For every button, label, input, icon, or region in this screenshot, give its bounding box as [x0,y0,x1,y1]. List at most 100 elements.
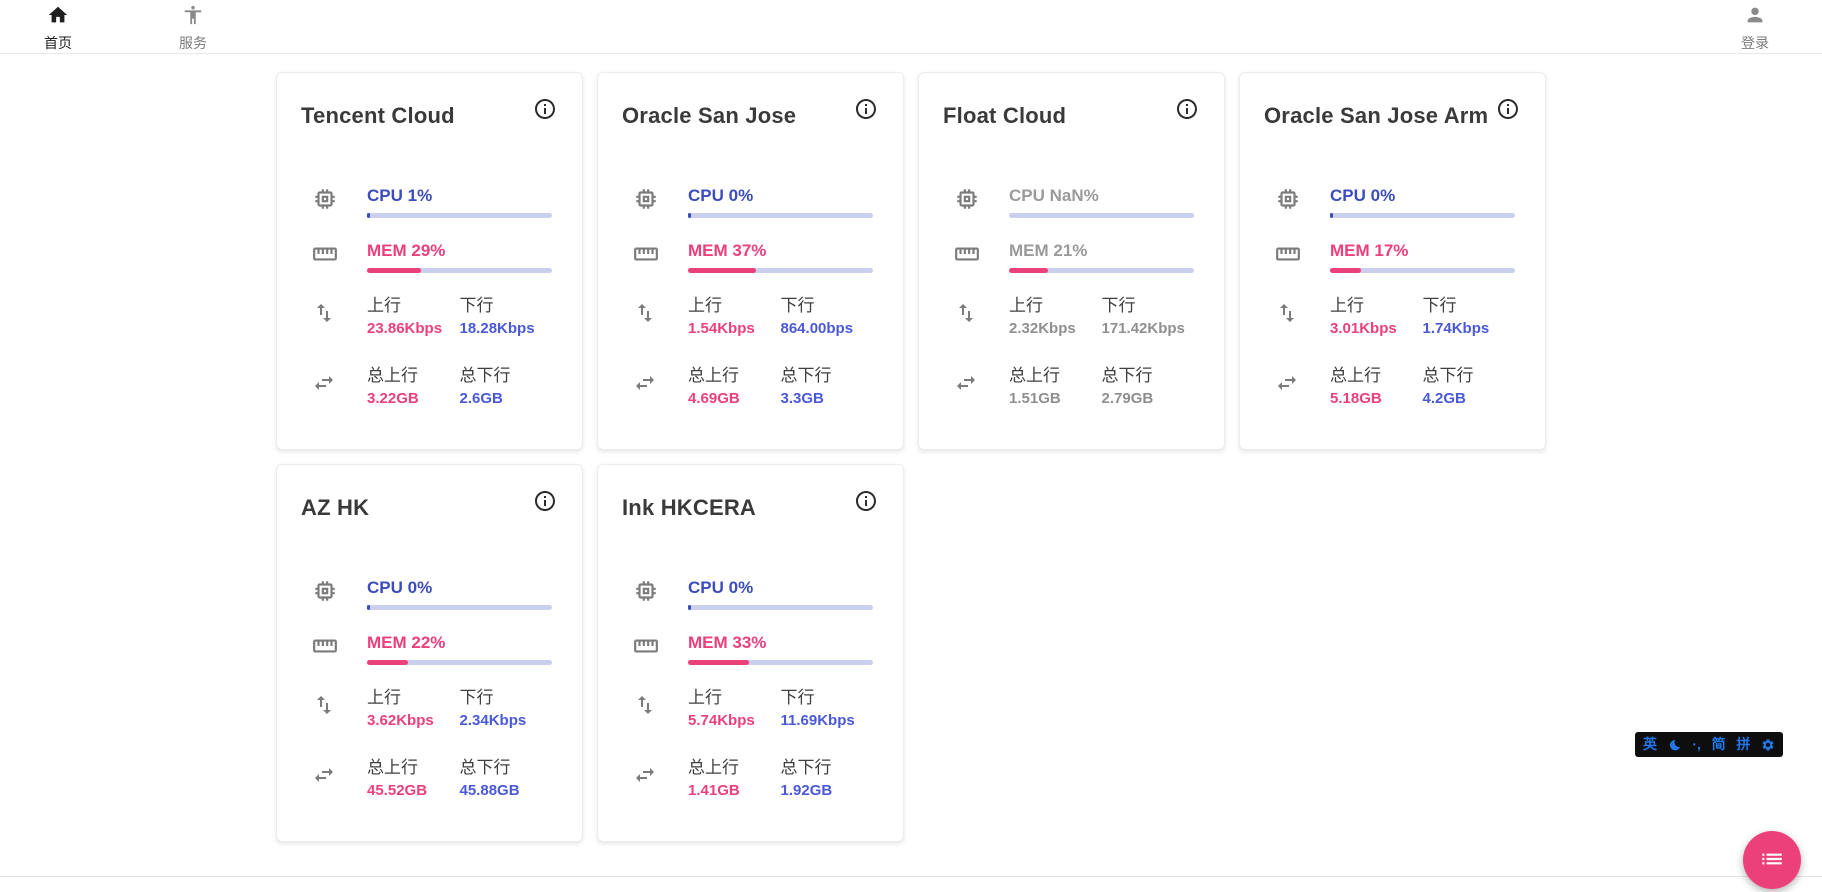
total-download: 总下行 45.88GB [460,757,553,801]
mem-ruler-icon [943,240,1009,273]
upload-value: 3.01Kbps [1330,320,1397,337]
download-speed: 下行 2.34Kbps [460,687,553,731]
download-value: 18.28Kbps [459,320,535,337]
upload-speed: 上行 23.86Kbps [367,295,460,339]
total-upload-value: 45.52GB [367,782,428,799]
mem-usage-label: MEM 17% [1330,241,1409,260]
mem-row: MEM 37% [622,240,879,273]
card-header: Ink HKCERA [622,487,879,521]
mem-bar-fill [1009,268,1048,273]
card-stats: CPU 0% MEM 22% [301,577,558,801]
mem-ruler-icon [301,240,367,273]
total-row: 总上行 5.18GB 总下行 4.2GB [1264,365,1521,409]
upload-value: 5.74Kbps [688,712,755,729]
total-body: 总上行 1.41GB 总下行 1.92GB [688,757,873,801]
mem-bar-track [367,660,552,665]
info-icon [854,491,878,516]
nav-item-home[interactable]: 首页 [18,0,98,53]
cpu-bar-fill [1330,213,1333,218]
nav-item-services[interactable]: 服务 [153,0,233,53]
ime-language-toggle[interactable]: 英 [1643,736,1657,752]
mem-usage-label: MEM 37% [688,241,767,260]
info-button[interactable] [1174,97,1200,123]
gear-icon[interactable] [1761,738,1775,752]
total-upload: 总上行 5.18GB [1330,365,1423,409]
server-name: Oracle San Jose [622,103,797,128]
cpu-bar-fill [367,605,370,610]
cpu-body: CPU 0% [367,577,552,610]
info-icon [1175,99,1199,124]
cpu-bar-track [367,213,552,218]
upload-label: 上行 [367,688,401,707]
info-button[interactable] [853,489,879,515]
cpu-bar-fill [367,213,370,218]
total-download-value: 45.88GB [459,782,520,799]
swap-vert-icon [943,295,1009,339]
info-icon [533,491,557,516]
total-upload: 总上行 4.69GB [688,365,781,409]
upload-speed: 上行 3.62Kbps [367,687,460,731]
info-button[interactable] [532,489,558,515]
ime-toolbar: 英 ·, 简 拼 [1635,732,1783,757]
mem-ruler-icon [622,240,688,273]
speed-row: 上行 1.54Kbps 下行 864.00bps [622,295,879,339]
total-upload-label: 总上行 [1009,366,1060,385]
download-speed: 下行 1.74Kbps [1423,295,1516,339]
server-name: Oracle San Jose Arm [1264,103,1489,128]
cpu-row: CPU 0% [301,577,558,610]
download-value: 1.74Kbps [1422,320,1490,337]
mem-body: MEM 17% [1330,240,1515,273]
ime-pinyin-toggle[interactable]: 拼 [1736,736,1751,752]
ime-simplified-toggle[interactable]: 简 [1711,736,1726,752]
download-label: 下行 [459,688,494,707]
swap-horiz-icon [301,365,367,409]
punctuation-toggle[interactable]: ·, [1692,736,1701,752]
download-speed: 下行 18.28Kbps [460,295,553,339]
mem-body: MEM 22% [367,632,552,665]
total-download-label: 总下行 [459,758,511,777]
card-stats: CPU 1% MEM 29% [301,185,558,409]
info-button[interactable] [1495,97,1521,123]
speed-body: 上行 3.01Kbps 下行 1.74Kbps [1330,295,1515,339]
total-upload-value: 1.51GB [1009,390,1061,407]
speed-body: 上行 3.62Kbps 下行 2.34Kbps [367,687,552,731]
cpu-row: CPU 0% [622,577,879,610]
cpu-bar-track [688,605,873,610]
cpu-bar-track [1330,213,1515,218]
nav-item-login[interactable]: 登录 [1715,0,1795,53]
total-upload: 总上行 45.52GB [367,757,460,801]
upload-label: 上行 [1330,296,1364,315]
total-download: 总下行 4.2GB [1423,365,1516,409]
mem-row: MEM 33% [622,632,879,665]
total-download-value: 4.2GB [1422,390,1466,407]
mem-ruler-icon [622,632,688,665]
mem-ruler-icon [301,632,367,665]
server-name: Tencent Cloud [301,103,455,128]
total-upload-value: 5.18GB [1330,390,1382,407]
mem-bar-track [1009,268,1194,273]
swap-vert-icon [622,295,688,339]
moon-icon[interactable] [1668,738,1682,752]
cpu-bar-track [367,605,552,610]
download-speed: 下行 11.69Kbps [781,687,874,731]
server-name: Float Cloud [943,103,1067,128]
cpu-chip-icon [301,185,367,218]
total-upload-label: 总上行 [367,758,418,777]
cpu-usage-label: CPU 0% [367,578,433,597]
cpu-body: CPU 0% [688,185,873,218]
info-icon [1496,99,1520,124]
info-button[interactable] [532,97,558,123]
top-navigation: 首页 服务 登录 [0,0,1822,54]
nav-spacer [233,0,1715,53]
server-list-fab[interactable] [1743,831,1801,889]
cpu-usage-label: CPU 0% [688,578,754,597]
card-header: Oracle San Jose [622,95,879,129]
total-download-label: 总下行 [459,366,511,385]
upload-speed: 上行 5.74Kbps [688,687,781,731]
download-speed: 下行 864.00bps [781,295,874,339]
info-button[interactable] [853,97,879,123]
total-upload-label: 总上行 [1330,366,1381,385]
total-upload-value: 1.41GB [688,782,740,799]
mem-usage-label: MEM 21% [1009,241,1088,260]
total-upload-label: 总上行 [688,366,739,385]
